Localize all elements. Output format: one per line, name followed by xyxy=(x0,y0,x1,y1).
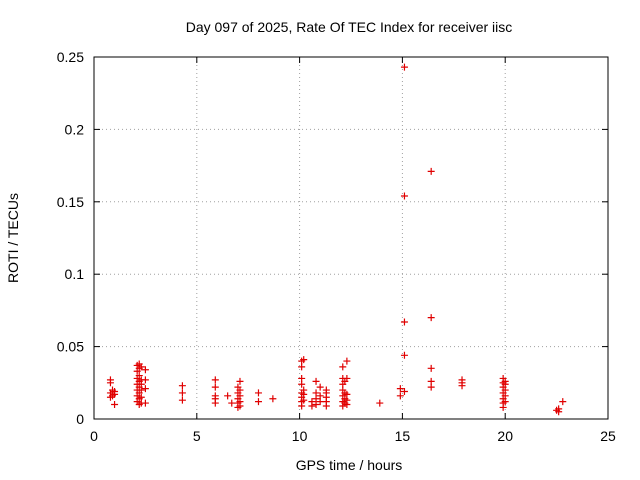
data-point xyxy=(236,402,244,410)
data-point xyxy=(312,377,320,385)
data-point xyxy=(400,387,408,395)
data-point xyxy=(141,399,149,407)
y-tick-label: 0 xyxy=(76,411,84,427)
x-tick-label: 10 xyxy=(292,428,308,444)
data-point xyxy=(559,398,567,406)
data-point xyxy=(427,364,435,372)
data-point xyxy=(211,376,219,384)
plot-frame xyxy=(93,56,609,420)
data-point xyxy=(312,401,320,409)
data-point xyxy=(343,357,351,365)
data-point xyxy=(427,167,435,175)
data-point xyxy=(300,356,308,364)
data-point xyxy=(458,382,466,390)
data-point xyxy=(308,402,316,410)
y-tick-label: 0.1 xyxy=(65,266,85,282)
x-tick-label: 15 xyxy=(395,428,411,444)
data-point xyxy=(499,403,507,411)
data-point xyxy=(137,363,145,371)
data-point xyxy=(343,401,351,409)
chart-title: Day 097 of 2025, Rate Of TEC Index for r… xyxy=(186,19,513,35)
data-point xyxy=(555,408,563,416)
data-point xyxy=(400,351,408,359)
data-point xyxy=(400,318,408,326)
data-point xyxy=(254,389,262,397)
data-point xyxy=(298,402,306,410)
data-point xyxy=(501,398,509,406)
data-point xyxy=(400,192,408,200)
data-point xyxy=(211,399,219,407)
data-point xyxy=(224,392,232,400)
data-point xyxy=(376,399,384,407)
y-tick-label: 0.25 xyxy=(57,49,84,65)
data-point xyxy=(427,383,435,391)
data-point xyxy=(137,386,145,394)
grid-layer xyxy=(94,57,608,419)
x-tick-label: 20 xyxy=(497,428,513,444)
data-point xyxy=(178,396,186,404)
data-point xyxy=(236,377,244,385)
data-point xyxy=(211,383,219,391)
data-point xyxy=(254,398,262,406)
data-point xyxy=(300,396,308,404)
data-point xyxy=(269,395,277,403)
data-point xyxy=(141,385,149,393)
data-point xyxy=(111,390,119,398)
data-point xyxy=(111,401,119,409)
data-point xyxy=(343,374,351,382)
data-point xyxy=(400,63,408,71)
x-tick-label: 25 xyxy=(600,428,616,444)
data-point xyxy=(228,399,236,407)
data-point xyxy=(178,389,186,397)
x-tick-label: 0 xyxy=(90,428,98,444)
data-point xyxy=(322,402,330,410)
data-point xyxy=(106,379,114,387)
data-point xyxy=(339,363,347,371)
x-tick-label: 5 xyxy=(193,428,201,444)
data-points xyxy=(106,63,567,416)
y-tick-label: 0.05 xyxy=(57,339,84,355)
x-axis-label: GPS time / hours xyxy=(296,457,403,473)
y-axis-label: ROTI / TECUs xyxy=(5,193,21,283)
data-point xyxy=(178,382,186,390)
data-point xyxy=(396,385,404,393)
y-tick-label: 0.15 xyxy=(57,194,84,210)
data-point xyxy=(141,366,149,374)
data-point xyxy=(316,398,324,406)
y-tick-label: 0.2 xyxy=(65,121,85,137)
data-point xyxy=(298,363,306,371)
data-point xyxy=(141,376,149,384)
data-point xyxy=(396,392,404,400)
data-point xyxy=(427,314,435,322)
data-point xyxy=(316,383,324,391)
data-point xyxy=(298,380,306,388)
